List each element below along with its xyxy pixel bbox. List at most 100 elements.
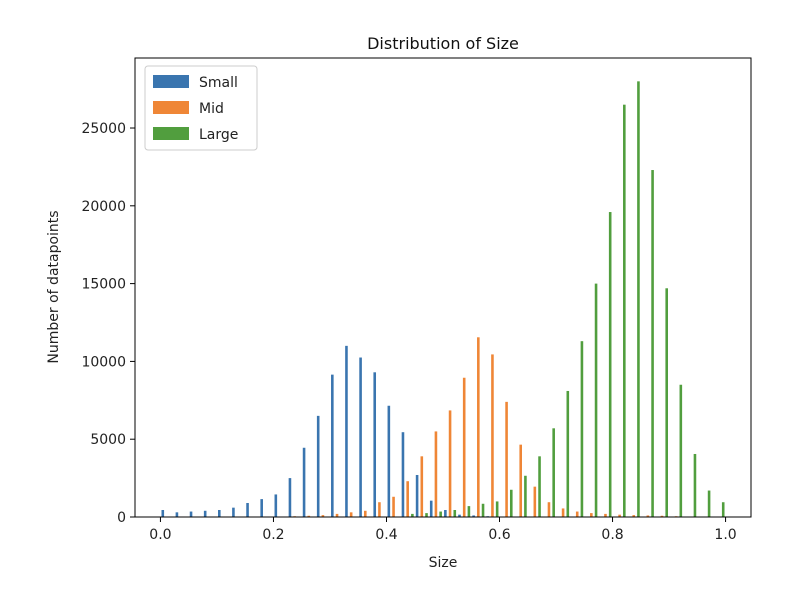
bar-small-4	[218, 510, 221, 517]
bar-large-38	[707, 490, 711, 517]
bar-mid-32	[618, 514, 621, 517]
legend-swatch-large	[153, 127, 189, 140]
bar-mid-17	[406, 481, 409, 517]
x-tick-label: 0.2	[262, 527, 284, 543]
legend-swatch-small	[153, 75, 189, 88]
x-axis-label: Size	[429, 555, 458, 571]
bar-large-34	[651, 170, 654, 517]
legend-label-large: Large	[199, 127, 238, 143]
bar-mid-27	[547, 502, 551, 517]
bar-mid-11	[321, 515, 325, 517]
bar-mid-31	[604, 513, 607, 517]
bar-small-20	[444, 510, 447, 517]
x-tick-label: 0.6	[488, 527, 510, 543]
bar-large-30	[594, 283, 598, 517]
y-tick-label: 15000	[81, 277, 126, 293]
y-tick-label: 20000	[81, 199, 126, 215]
bar-mid-33	[632, 515, 636, 517]
bar-large-33	[637, 81, 640, 517]
y-tick-label: 0	[117, 510, 126, 526]
bar-large-39	[721, 502, 725, 517]
bar-mid-19	[434, 431, 438, 517]
bar-small-5	[232, 507, 235, 517]
bar-mid-35	[660, 515, 664, 517]
bar-small-10	[302, 447, 306, 517]
bar-small-16	[387, 405, 391, 517]
bar-large-21	[467, 506, 471, 517]
bar-small-17	[401, 432, 405, 517]
bar-small-8	[274, 494, 278, 517]
bar-large-25	[524, 475, 527, 517]
x-tick-label: 0.0	[149, 527, 171, 543]
bar-large-28	[566, 390, 570, 517]
x-tick-label: 1.0	[714, 527, 736, 543]
chart-title: Distribution of Size	[367, 34, 519, 53]
bar-mid-34	[646, 515, 650, 517]
bar-large-35	[665, 288, 668, 517]
bar-small-7	[260, 499, 263, 517]
bar-mid-14	[364, 510, 367, 517]
bar-small-1	[175, 512, 179, 517]
bar-large-31	[608, 212, 612, 518]
bar-small-18	[415, 474, 419, 517]
bar-mid-10	[307, 515, 311, 517]
bar-mid-22	[477, 337, 480, 517]
y-axis-label: Number of datapoints	[46, 210, 62, 363]
bar-mid-16	[392, 496, 395, 517]
bar-mid-24	[505, 401, 508, 517]
bar-mid-18	[420, 456, 424, 517]
bar-large-26	[538, 456, 541, 517]
bar-small-14	[359, 357, 362, 517]
plot-frame	[134, 57, 752, 518]
bar-large-23	[495, 501, 499, 517]
bar-mid-30	[590, 513, 593, 517]
bar-large-36	[679, 384, 683, 517]
legend-label-small: Small	[199, 75, 238, 91]
bar-mid-23	[491, 354, 494, 517]
bar-mid-12	[335, 513, 339, 517]
bar-large-37	[693, 453, 697, 517]
bar-mid-15	[378, 502, 381, 517]
bar-mid-26	[533, 486, 537, 517]
bar-large-32	[623, 104, 626, 518]
bar-small-15	[373, 372, 377, 517]
bar-mid-20	[448, 410, 452, 517]
bar-large-29	[580, 341, 584, 517]
bar-small-2	[189, 511, 193, 517]
x-tick-label: 0.4	[375, 527, 397, 543]
bar-large-17	[411, 513, 414, 517]
bar-small-12	[331, 374, 334, 517]
bar-mid-21	[462, 377, 466, 517]
legend-swatch-mid	[153, 101, 189, 114]
y-tick-label: 25000	[81, 121, 126, 137]
bar-mid-13	[349, 512, 353, 517]
bar-small-3	[203, 510, 207, 517]
bar-large-18	[425, 513, 428, 517]
bar-large-19	[439, 511, 442, 517]
bar-small-6	[246, 503, 249, 517]
y-tick-label: 10000	[81, 354, 126, 370]
bar-small-19	[429, 500, 433, 517]
bar-small-21	[458, 514, 461, 517]
x-axis-ticks: 0.0 0.2 0.4 0.6 0.8 1.0	[149, 517, 737, 543]
bar-small-9	[288, 478, 292, 517]
bar-mid-25	[519, 444, 522, 517]
legend-label-mid: Mid	[199, 101, 224, 117]
bar-mid-29	[575, 511, 579, 517]
bar-small-11	[316, 415, 320, 517]
bar-large-20	[453, 510, 457, 517]
bars-group	[161, 81, 725, 518]
y-tick-label: 5000	[90, 432, 126, 448]
y-axis-ticks: 0 5000 10000 15000 20000 25000	[81, 121, 135, 526]
bar-mid-28	[561, 508, 565, 517]
bar-small-22	[472, 515, 475, 517]
bar-small-0	[161, 510, 165, 517]
bar-small-13	[345, 345, 348, 517]
legend: Small Mid Large	[144, 65, 258, 151]
bar-large-24	[509, 489, 513, 517]
bar-large-27	[552, 428, 555, 517]
x-tick-label: 0.8	[601, 527, 623, 543]
bar-large-22	[481, 503, 485, 517]
